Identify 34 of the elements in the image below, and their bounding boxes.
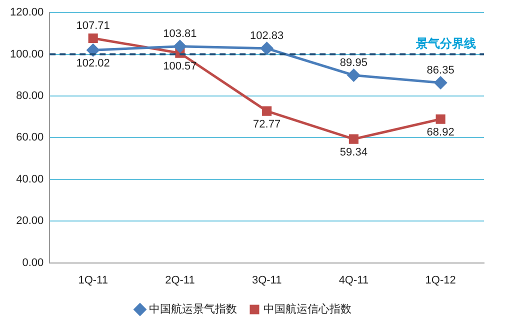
point: [262, 106, 272, 116]
point: [260, 42, 274, 55]
x-tick-label: 1Q-11: [78, 274, 108, 286]
data-label: 72.77: [253, 118, 281, 131]
data-label: 107.71: [76, 20, 110, 32]
y-tick-label: 20.00: [16, 215, 44, 228]
point: [174, 40, 186, 53]
point: [86, 44, 100, 56]
data-label: 103.81: [163, 28, 197, 40]
point: [347, 69, 360, 82]
y-tick-label: 120.00: [10, 6, 44, 19]
legend-label: 中国航运信心指数: [264, 302, 352, 316]
data-label: 102.02: [76, 58, 110, 70]
x-tick-label: 1Q-12: [425, 274, 456, 286]
point: [434, 76, 447, 90]
point: [436, 114, 446, 124]
data-label: 86.35: [426, 64, 454, 76]
y-tick-label: 60.00: [16, 132, 44, 144]
x-tick-label: 2Q-11: [165, 274, 195, 286]
data-label: 59.34: [340, 146, 368, 159]
data-label: 100.57: [163, 60, 197, 73]
data-label: 102.83: [250, 30, 284, 42]
legend-label: 中国航运景气指数: [149, 302, 237, 316]
x-tick-label: 3Q-11: [252, 274, 282, 286]
x-tick-label: 4Q-11: [338, 274, 369, 286]
y-tick-label: 40.00: [16, 173, 44, 186]
point: [348, 134, 358, 144]
y-tick-label: 0.00: [22, 256, 44, 269]
ref-line-label: 景气分界线: [415, 36, 476, 51]
y-tick-label: 80.00: [16, 90, 44, 102]
data-label: 68.92: [426, 126, 454, 139]
y-tick-label: 100.00: [10, 48, 44, 60]
data-label: 89.95: [340, 56, 368, 69]
point: [88, 33, 98, 44]
